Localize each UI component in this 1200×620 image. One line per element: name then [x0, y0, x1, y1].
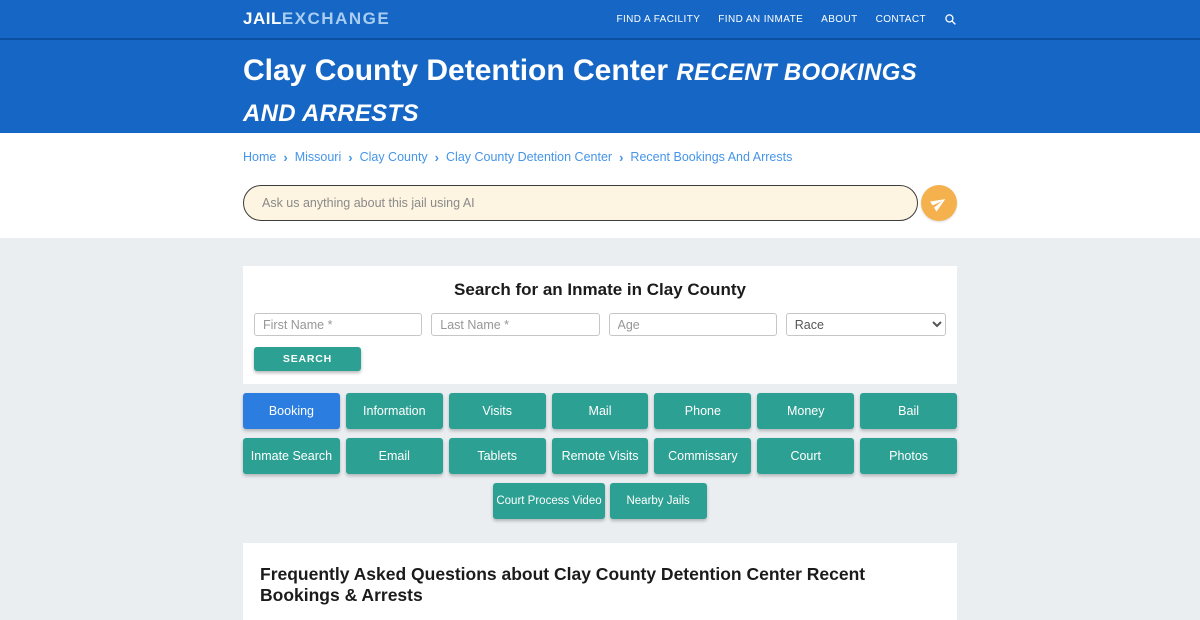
hero-banner: Clay County Detention Center RECENT BOOK…: [0, 38, 1200, 133]
nav-item-about[interactable]: ABOUT: [821, 13, 858, 25]
quicklink-booking[interactable]: Booking: [243, 393, 340, 429]
quicklink-commissary[interactable]: Commissary: [654, 438, 752, 474]
breadcrumb-detention-center[interactable]: Clay County Detention Center: [446, 150, 613, 164]
logo-text-exchange: EXCHANGE: [281, 9, 391, 28]
nav-links: FIND A FACILITY FIND AN INMATE ABOUT CON…: [616, 13, 957, 26]
age-input[interactable]: [608, 313, 777, 336]
ai-question-input-wrap: [243, 185, 918, 221]
quicklink-email[interactable]: Email: [345, 438, 443, 474]
breadcrumb-clay-county[interactable]: Clay County: [359, 150, 428, 164]
page-title: Clay County Detention Center RECENT BOOK…: [243, 40, 957, 133]
logo-text-jail: JAIL: [243, 9, 282, 28]
breadcrumb-recent-bookings[interactable]: Recent Bookings And Arrests: [630, 150, 793, 164]
search-button[interactable]: SEARCH: [254, 347, 361, 371]
quicklink-inmate-search[interactable]: Inmate Search: [243, 438, 340, 474]
first-name-input[interactable]: [254, 313, 423, 336]
quicklink-visits[interactable]: Visits: [448, 393, 546, 429]
faq-heading: Frequently Asked Questions about Clay Co…: [260, 564, 866, 605]
quick-links-row-1: Booking Information Visits Mail Phone Mo…: [243, 393, 958, 429]
chevron-right-icon: ›: [283, 149, 288, 165]
breadcrumb-ai-section: Home › Missouri › Clay County › Clay Cou…: [0, 133, 1200, 238]
quick-links-row-2: Inmate Search Email Tablets Remote Visit…: [243, 438, 958, 474]
search-icon[interactable]: [944, 13, 957, 26]
quicklink-mail[interactable]: Mail: [551, 393, 649, 429]
quicklink-nearby-jails[interactable]: Nearby Jails: [609, 483, 707, 519]
inmate-search-title: Search for an Inmate in Clay County: [454, 280, 746, 299]
quicklink-money[interactable]: Money: [757, 393, 855, 429]
ai-question-input[interactable]: [262, 196, 899, 210]
breadcrumb-home[interactable]: Home: [243, 150, 277, 164]
ai-search-bar: [243, 185, 957, 221]
chevron-right-icon: ›: [434, 149, 440, 165]
quicklink-bail[interactable]: Bail: [860, 393, 958, 429]
quicklink-court-process-video[interactable]: Court Process Video: [493, 483, 605, 519]
nav-item-contact[interactable]: CONTACT: [875, 13, 926, 25]
site-logo[interactable]: JAILEXCHANGE: [243, 9, 390, 29]
quicklink-photos[interactable]: Photos: [860, 438, 958, 474]
page-title-main: Clay County Detention Center: [243, 54, 669, 87]
chevron-right-icon: ›: [348, 149, 353, 165]
race-select[interactable]: Race: [785, 313, 946, 336]
quicklink-remote-visits[interactable]: Remote Visits: [551, 438, 649, 474]
quicklink-information[interactable]: Information: [345, 393, 443, 429]
quicklink-tablets[interactable]: Tablets: [448, 438, 546, 474]
quick-links-row-3: Court Process Video Nearby Jails: [243, 483, 957, 519]
breadcrumb-missouri[interactable]: Missouri: [294, 150, 342, 164]
quicklink-court[interactable]: Court: [757, 438, 855, 474]
main-content: Search for an Inmate in Clay County Race…: [0, 238, 1200, 620]
inmate-search-fields: Race: [254, 313, 946, 336]
page-title-subtitle: RECENT BOOKINGS AND ARRESTS: [243, 59, 917, 127]
nav-item-find-an-inmate[interactable]: FIND AN INMATE: [718, 13, 804, 25]
quicklink-phone[interactable]: Phone: [654, 393, 752, 429]
inmate-search-card: Search for an Inmate in Clay County Race…: [243, 266, 957, 384]
paper-plane-icon: [930, 195, 947, 212]
ai-send-button[interactable]: [921, 185, 957, 221]
top-nav: JAILEXCHANGE FIND A FACILITY FIND AN INM…: [0, 0, 1200, 38]
last-name-input[interactable]: [431, 313, 600, 336]
nav-item-find-a-facility[interactable]: FIND A FACILITY: [616, 13, 701, 25]
chevron-right-icon: ›: [619, 149, 624, 165]
breadcrumb: Home › Missouri › Clay County › Clay Cou…: [243, 133, 957, 164]
faq-card: Frequently Asked Questions about Clay Co…: [243, 543, 957, 620]
